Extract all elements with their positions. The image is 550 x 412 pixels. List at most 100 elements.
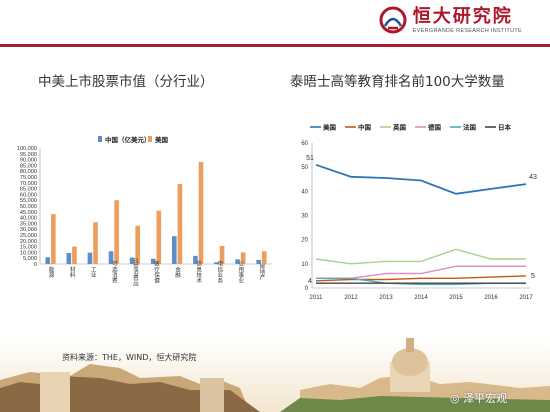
y-tick-label: 100,000 — [17, 146, 37, 152]
y-tick-label: 50,000 — [20, 204, 37, 210]
bar-usa — [198, 161, 204, 264]
bar-usa — [240, 252, 246, 264]
bar-usa — [93, 222, 98, 264]
y-tick-label: 95,000 — [20, 152, 37, 158]
legend-swatch — [98, 136, 102, 142]
y-tick-label: 55,000 — [20, 198, 37, 204]
x-tick-label: 工业 — [90, 266, 97, 278]
series-line — [315, 163, 527, 195]
y-tick-label: 30 — [301, 214, 308, 220]
data-label: 43 — [529, 174, 537, 181]
x-tick-label: 电信业务 — [216, 260, 223, 285]
x-tick-label: 公用事业 — [237, 261, 244, 284]
data-label: 5 — [531, 273, 535, 280]
bar-china — [66, 252, 72, 264]
right-chart-title: 泰晤士高等教育排名前100大学数量 — [290, 74, 505, 90]
evergrande-logo-icon — [379, 6, 407, 34]
bar-china — [108, 251, 114, 264]
header: 恒大研究院 EVERGRANDE RESEARCH INSTITUTE — [0, 0, 550, 46]
x-tick-label: 医疗保健 — [153, 261, 160, 285]
legend-label: 英国 — [392, 123, 407, 132]
bar-usa — [177, 183, 183, 264]
bar-usa — [219, 246, 225, 264]
source-note: 资料来源：THE，WIND，恒大研究院 — [62, 353, 197, 362]
x-tick-label: 金融 — [174, 265, 181, 279]
bar-usa — [114, 200, 119, 264]
university-count-line-chart: 0 10 20 30 40 50 60 2011 2012 2013 2014 2015 2016 201… — [301, 123, 537, 302]
y-tick-label: 60 — [301, 141, 308, 147]
y-tick-label: 75,000 — [20, 175, 37, 181]
legend-label: 法国 — [463, 123, 477, 132]
x-tick-label: 日常消费品 — [132, 258, 139, 287]
x-tick-label: 2015 — [449, 295, 463, 301]
market-cap-bar-chart: 05,00010,00015,00020,00025,00030,00035,0… — [17, 135, 272, 287]
watermark: ◎ 泽平宏观 — [450, 390, 507, 406]
x-tick-label: 房地产 — [258, 263, 265, 282]
footer-banner — [0, 338, 550, 412]
bar-usa — [135, 225, 141, 264]
y-tick-label: 45,000 — [20, 210, 37, 216]
bar-china — [87, 252, 93, 264]
bar-china — [235, 259, 240, 264]
bar-china — [45, 257, 51, 264]
bar-usa — [51, 214, 56, 264]
bar-china — [171, 236, 177, 264]
x-tick-label: 2017 — [519, 295, 533, 301]
y-tick-label: 0 — [34, 262, 37, 268]
legend-label: 美国 — [323, 123, 337, 132]
header-rule — [0, 44, 550, 47]
data-label: 51 — [306, 155, 314, 162]
y-tick-label: 5,000 — [23, 256, 37, 262]
x-tick-label: 能源 — [48, 265, 55, 279]
bar-usa — [261, 251, 267, 264]
y-tick-label: 40,000 — [20, 216, 37, 222]
legend-label: 日本 — [498, 123, 512, 132]
bar-china — [256, 259, 261, 264]
y-tick-label: 10,000 — [20, 250, 37, 256]
legend-swatch — [148, 136, 152, 142]
y-tick-label: 30,000 — [20, 227, 37, 233]
x-tick-label: 2016 — [484, 295, 498, 301]
legend-label: 美国 — [155, 135, 169, 144]
data-label: 4 — [308, 278, 312, 285]
wechat-icon: ◎ — [450, 392, 460, 405]
y-tick-label: 25,000 — [20, 233, 37, 239]
bar-usa — [156, 210, 162, 264]
brand-name-en: EVERGRANDE RESEARCH INSTITUTE — [412, 28, 522, 34]
brand-logo: 恒大研究院 EVERGRANDE RESEARCH INSTITUTE — [378, 6, 522, 36]
y-tick-label: 20 — [301, 238, 308, 244]
y-tick-label: 65,000 — [20, 187, 37, 193]
bar-china — [129, 257, 135, 264]
y-tick-label: 60,000 — [20, 192, 37, 198]
series-line — [315, 248, 526, 265]
x-tick-label: 2011 — [310, 295, 324, 301]
y-tick-label: 80,000 — [20, 169, 37, 175]
x-tick-label: 材料 — [69, 265, 76, 279]
legend-label: 德国 — [428, 123, 442, 132]
x-tick-label: 2012 — [344, 295, 358, 301]
y-tick-label: 35,000 — [20, 221, 37, 227]
bar-china — [150, 258, 156, 264]
legend-label: 中国（亿美元） — [105, 135, 151, 144]
y-tick-label: 70,000 — [20, 181, 37, 187]
bar-usa — [72, 246, 77, 264]
x-tick-label: 信息技术 — [195, 260, 202, 285]
x-tick-label: 可选消费 — [111, 261, 118, 285]
legend-label: 中国 — [358, 123, 372, 132]
x-tick-label: 2014 — [414, 295, 428, 301]
watermark-text: 泽平宏观 — [463, 392, 508, 405]
brand-name-cn: 恒大研究院 — [412, 6, 513, 27]
left-chart-title: 中美上市股票市值（分行业） — [38, 74, 214, 90]
x-tick-label: 2013 — [379, 295, 393, 301]
y-tick-label: 0 — [305, 286, 309, 292]
y-tick-label: 20,000 — [20, 239, 37, 245]
bar-china — [214, 262, 219, 264]
y-tick-label: 50 — [301, 165, 308, 171]
bar-china — [193, 255, 198, 264]
series-line — [315, 275, 527, 282]
y-tick-label: 40 — [301, 189, 308, 195]
y-tick-label: 10 — [301, 262, 308, 268]
y-tick-label: 15,000 — [20, 245, 37, 251]
y-tick-label: 85,000 — [20, 163, 37, 169]
y-tick-label: 90,000 — [20, 158, 37, 164]
